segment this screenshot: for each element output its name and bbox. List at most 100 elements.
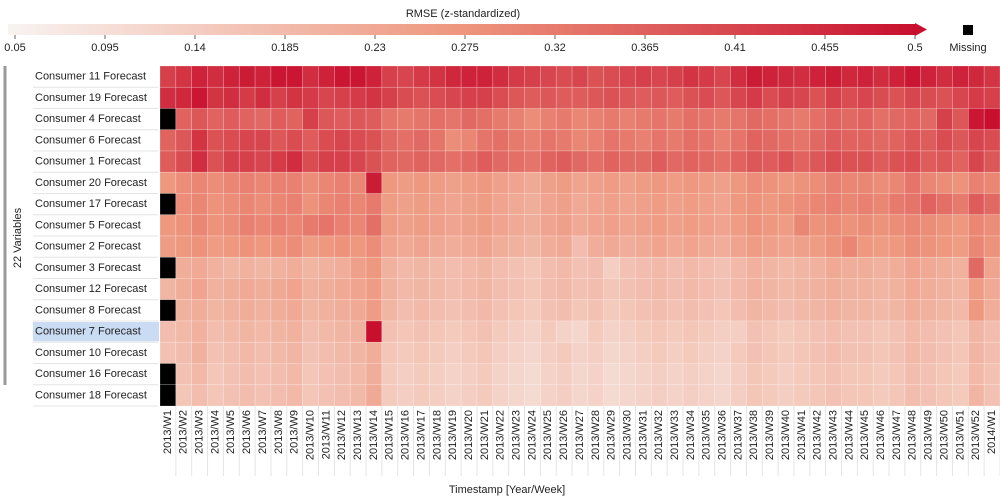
heat-cell <box>825 129 842 152</box>
heat-cell <box>603 384 620 407</box>
heat-cell <box>318 65 335 88</box>
heat-cell <box>349 256 367 279</box>
heat-cell <box>365 299 383 322</box>
heat-cell <box>238 363 256 386</box>
heat-cell <box>888 235 906 258</box>
heat-cell <box>952 278 969 301</box>
heat-cell <box>175 214 192 237</box>
heat-cell <box>587 320 605 343</box>
heat-cell <box>872 171 890 194</box>
heat-cell <box>429 65 446 88</box>
heat-cell <box>793 256 811 279</box>
heat-cell <box>952 65 969 88</box>
heat-cell <box>968 214 985 237</box>
heat-cell <box>809 193 826 216</box>
heat-cell <box>286 150 303 173</box>
heat-cell <box>793 86 811 109</box>
heat-cell <box>365 193 383 216</box>
heat-cell <box>508 235 525 258</box>
heat-cell <box>587 278 605 301</box>
heat-cell <box>191 193 208 216</box>
heat-cell <box>777 193 795 216</box>
heat-cell <box>936 193 953 216</box>
heat-cell <box>365 171 383 194</box>
heat-cell <box>492 384 509 407</box>
heat-cell <box>413 108 430 131</box>
heat-cell <box>334 363 351 386</box>
heat-cell <box>444 235 462 258</box>
heat-cell <box>841 320 858 343</box>
heat-cell <box>809 86 826 109</box>
heat-cell <box>381 363 399 386</box>
heat-cell <box>175 363 192 386</box>
x-tick-label: 2013/W19 <box>447 410 459 460</box>
heat-cell <box>492 363 509 386</box>
heat-cell <box>682 256 700 279</box>
heat-cell <box>619 384 636 407</box>
heat-cell <box>761 256 779 279</box>
heat-cell <box>936 108 953 131</box>
heat-cell <box>334 341 351 364</box>
heat-cell <box>524 235 541 258</box>
missing-label: Missing <box>949 42 986 54</box>
heat-cell <box>841 108 858 131</box>
heat-cell <box>682 278 700 301</box>
heat-cell <box>159 129 177 152</box>
heat-cell <box>619 256 636 279</box>
heat-cell <box>746 299 763 322</box>
heat-cell <box>270 214 288 237</box>
heat-cell <box>793 299 811 322</box>
heat-cell <box>730 235 747 258</box>
heat-cell <box>936 320 953 343</box>
heat-cell <box>651 256 668 279</box>
x-tick-label: 2013/W5 <box>225 410 237 454</box>
x-tick-label: 2013/W40 <box>780 410 792 460</box>
heat-cell <box>619 108 636 131</box>
heat-cell <box>730 320 747 343</box>
heat-cell <box>651 108 668 131</box>
heat-cell <box>223 150 240 173</box>
heat-cell <box>714 214 731 237</box>
heat-cell <box>223 86 240 109</box>
heat-cell <box>603 171 620 194</box>
heat-cell <box>825 108 842 131</box>
heat-cell <box>254 86 272 109</box>
heat-cell <box>381 171 399 194</box>
heat-cell <box>714 299 731 322</box>
heat-cell <box>809 299 826 322</box>
heat-cell <box>809 171 826 194</box>
row-label: Consumer 1 Forecast <box>35 156 141 168</box>
heat-cell <box>476 235 494 258</box>
heat-cell <box>397 256 414 279</box>
heat-cell <box>936 299 953 322</box>
heat-cell <box>524 193 541 216</box>
heat-cell <box>904 235 922 258</box>
row-label: Consumer 12 Forecast <box>35 283 147 295</box>
heat-cell <box>968 193 985 216</box>
heat-cell <box>698 86 716 109</box>
heat-cell <box>397 235 414 258</box>
heat-cell <box>888 278 906 301</box>
heat-cell <box>587 86 605 109</box>
heat-cell <box>714 171 731 194</box>
heat-cell <box>460 129 478 152</box>
row-highlight <box>33 322 159 342</box>
heat-cell <box>761 193 779 216</box>
heat-cell <box>159 65 177 88</box>
heat-cell <box>952 108 969 131</box>
heat-cell <box>397 363 414 386</box>
heat-cell <box>286 363 303 386</box>
heat-cell <box>587 193 605 216</box>
heat-cell <box>651 341 668 364</box>
heat-cell <box>349 299 367 322</box>
heat-cell <box>349 65 367 88</box>
heat-cell <box>603 150 620 173</box>
heat-cell <box>270 278 288 301</box>
heat-cell <box>413 363 430 386</box>
heat-cell <box>555 129 573 152</box>
heat-cell <box>793 214 811 237</box>
heat-cell <box>365 235 383 258</box>
heat-cell <box>809 278 826 301</box>
heat-cell <box>159 363 177 386</box>
